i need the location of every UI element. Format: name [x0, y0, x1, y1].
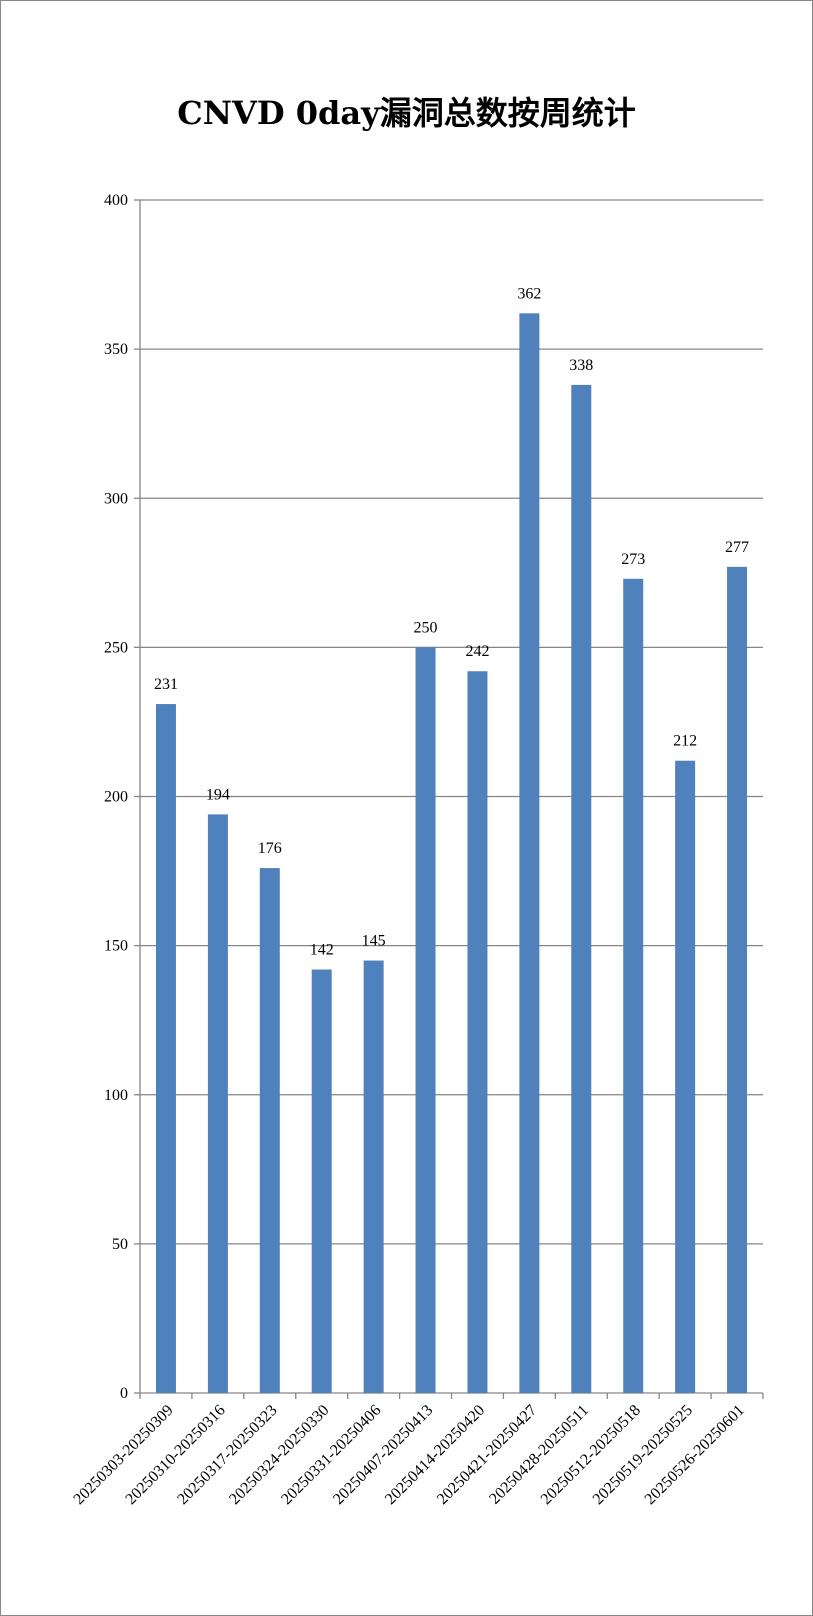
- x-tick-label: 20250526-20250601: [642, 1402, 748, 1508]
- bar: [623, 578, 644, 1393]
- y-tick-label: 0: [120, 1385, 128, 1402]
- y-tick-label: 300: [104, 490, 128, 507]
- bar: [259, 868, 280, 1393]
- bar: [467, 671, 488, 1393]
- x-tick-label: 20250421-20250427: [434, 1402, 540, 1508]
- data-label: 277: [725, 539, 749, 556]
- bar: [415, 647, 436, 1393]
- x-axis-labels: 20250303-2025030920250310-20250316202503…: [70, 1402, 747, 1508]
- y-tick-label: 250: [104, 639, 128, 656]
- x-tick-label: 20250407-20250413: [330, 1402, 436, 1508]
- bar: [311, 969, 332, 1393]
- bar: [571, 384, 592, 1393]
- y-tick-label: 350: [104, 341, 128, 358]
- chart-title: CNVD 0day漏洞总数按周统计: [177, 94, 636, 132]
- y-axis-ticks: 0 50 100 150 200 250 300 350 400: [104, 192, 140, 1402]
- data-label: 145: [362, 933, 386, 950]
- y-tick-label: 200: [104, 789, 128, 806]
- y-tick-label: 150: [104, 938, 128, 955]
- y-tick-label: 400: [104, 192, 128, 209]
- data-label: 242: [465, 643, 489, 660]
- axes: [139, 200, 764, 1399]
- data-label: 231: [154, 676, 178, 693]
- bar: [363, 960, 384, 1393]
- gridlines: [140, 199, 763, 1245]
- data-label: 338: [569, 357, 593, 374]
- data-label: 362: [517, 285, 541, 302]
- bar: [155, 704, 176, 1393]
- bar: [207, 814, 228, 1393]
- data-label: 176: [258, 840, 282, 857]
- y-tick-label: 50: [112, 1236, 128, 1253]
- data-labels: 231 194 176 142 145 250 242 362 338 273 212 277: [154, 285, 749, 958]
- x-tick-label: 20250519-20250525: [590, 1402, 696, 1508]
- x-tick-label: 20250310-20250316: [122, 1402, 228, 1508]
- data-label: 273: [621, 551, 645, 568]
- bar: [519, 313, 540, 1394]
- x-tick-label: 20250324-20250330: [226, 1402, 332, 1508]
- x-tick-label: 20250331-20250406: [278, 1402, 384, 1508]
- data-label: 212: [673, 733, 697, 750]
- x-tick-label: 20250512-20250518: [538, 1402, 644, 1508]
- data-label: 142: [310, 941, 334, 958]
- x-tick-label: 20250414-20250420: [382, 1402, 488, 1508]
- bar: [675, 760, 696, 1393]
- x-tick-label: 20250303-20250309: [70, 1402, 176, 1508]
- x-tick-label: 20250317-20250323: [174, 1402, 280, 1508]
- data-label: 250: [414, 619, 438, 636]
- bars: [155, 313, 748, 1394]
- data-label: 194: [206, 786, 230, 803]
- x-tick-label: 20250428-20250511: [486, 1402, 592, 1508]
- y-tick-label: 100: [104, 1087, 128, 1104]
- bar: [727, 566, 748, 1393]
